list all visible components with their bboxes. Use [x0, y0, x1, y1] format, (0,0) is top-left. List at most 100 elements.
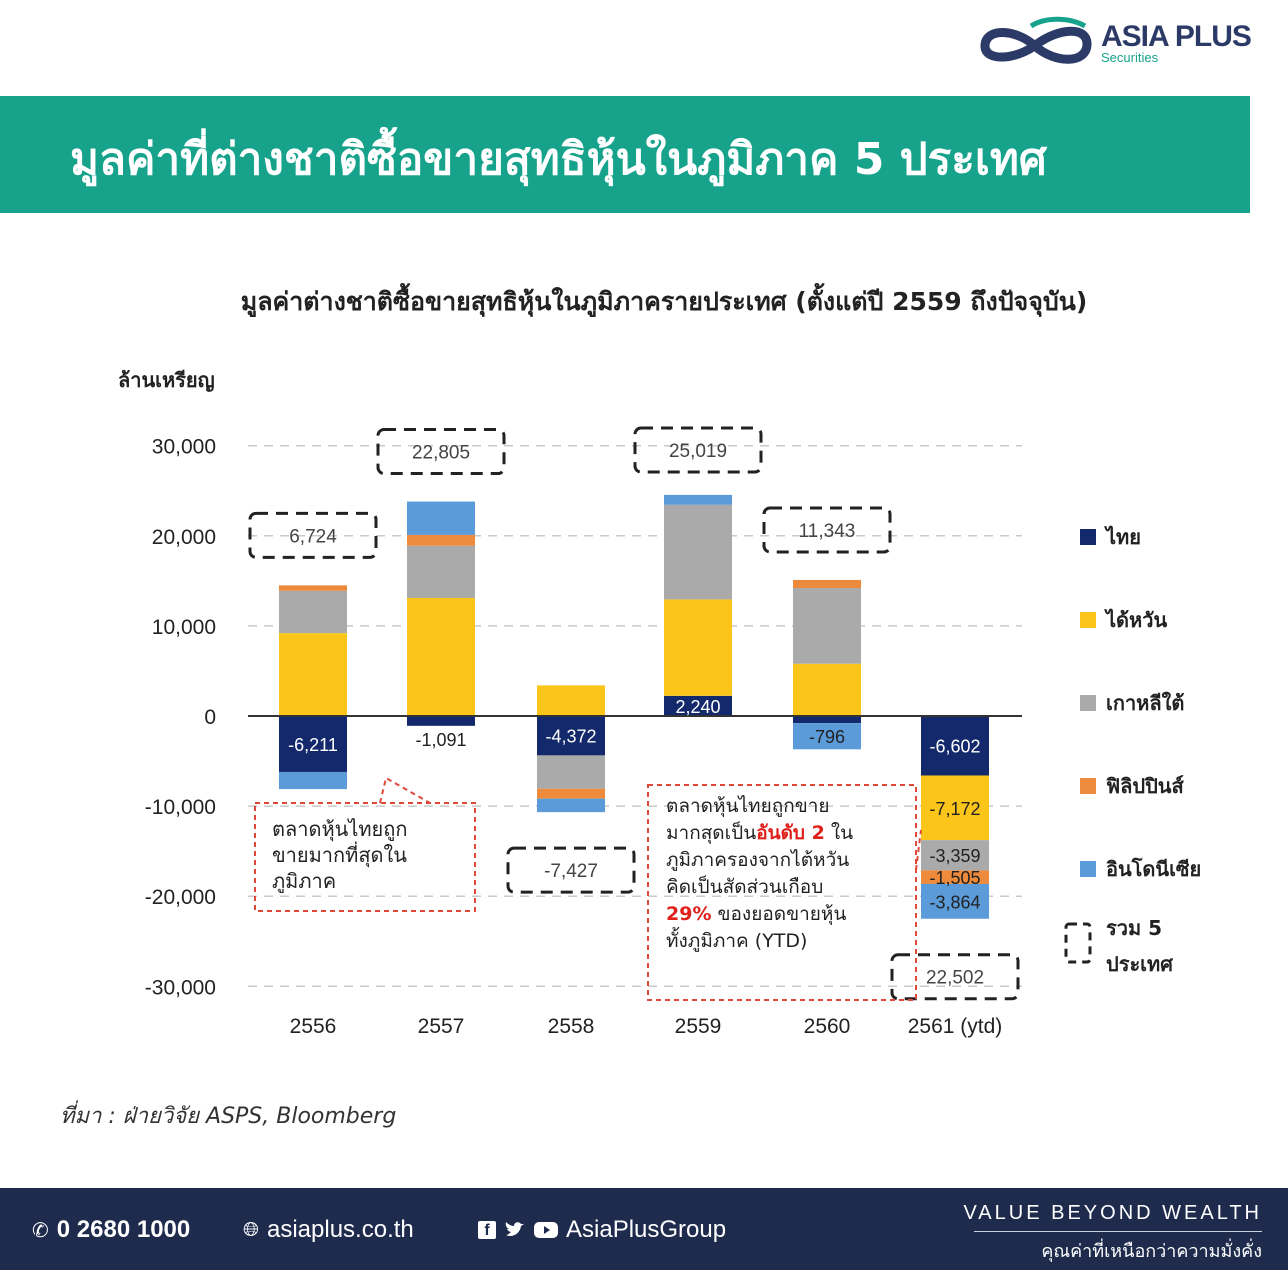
chart-title: มูลค่าต่างชาติซื้อขายสุทธิหุ้นในภูมิภาคร…: [240, 287, 1088, 316]
bar-value-label: -1,505: [929, 868, 980, 888]
y-tick-label: 0: [204, 706, 216, 729]
legend-label-philippines: ฟิลิปปินส์: [1106, 774, 1185, 798]
total-box: [248, 511, 378, 559]
bar-segment-korea: [664, 504, 732, 600]
legend-swatch-indonesia: [1080, 861, 1096, 877]
bar-segment-taiwan: [921, 775, 989, 841]
bar-segment-thai: [537, 716, 605, 756]
y-tick-label: -30,000: [145, 976, 216, 999]
legend-swatch-korea: [1080, 695, 1096, 711]
x-tick-label: 2561 (ytd): [908, 1015, 1003, 1038]
bar-segment-indonesia: [279, 771, 347, 790]
bar-segment-thai: [664, 695, 732, 716]
bar-value-label: -4,372: [545, 727, 596, 747]
phone-number: 0 2680 1000: [56, 1216, 191, 1243]
infinity-logo-icon: [980, 16, 1092, 64]
total-value-label: 11,343: [799, 521, 856, 542]
bar-segment-taiwan: [407, 597, 475, 716]
bar-segment-indonesia: [664, 494, 732, 505]
y-tick-label: 20,000: [152, 526, 216, 549]
legend-swatch-taiwan: [1080, 612, 1096, 628]
bar-value-label: 2,240: [675, 697, 720, 717]
annotation-text: ทั้งภูมิภาค (YTD): [666, 927, 807, 952]
annotation-text: ภูมิภาครองจากไต้หวัน: [666, 849, 849, 871]
facebook-icon: f: [478, 1221, 496, 1239]
annotation-text: มากสุดเป็นอันดับ 2 ใน: [666, 820, 853, 845]
footer-website[interactable]: 🌐︎ asiaplus.co.th: [243, 1216, 414, 1244]
bar-segment-philippines: [407, 534, 475, 546]
bar-segment-taiwan: [279, 633, 347, 716]
bar-segment-korea: [921, 840, 989, 871]
bar-value-label: -6,211: [288, 735, 338, 755]
bar-segment-taiwan: [664, 599, 732, 696]
total-box: [890, 953, 1020, 1001]
bar-segment-korea: [279, 590, 347, 634]
annotation-text: ขายมากที่สุดใน: [272, 841, 407, 868]
footer-social[interactable]: f AsiaPlusGroup: [478, 1216, 726, 1244]
bar-segment-indonesia: [537, 798, 605, 813]
bar-segment-philippines: [279, 585, 347, 591]
x-tick-label: 2556: [290, 1015, 337, 1038]
slogan-divider: [974, 1231, 1262, 1232]
bar-segment-thai: [793, 716, 861, 724]
y-tick-label: -20,000: [145, 886, 216, 909]
total-box: [506, 846, 636, 894]
bar-value-label: -7,172: [929, 799, 980, 819]
bar-value-label: -3,864: [929, 892, 980, 912]
legend-swatch-philippines: [1080, 778, 1096, 794]
y-tick-label: -10,000: [145, 796, 216, 819]
bar-segment-indonesia: [921, 883, 989, 919]
total-value-label: 6,724: [289, 526, 337, 547]
bar-value-label: -3,359: [929, 846, 980, 866]
bar-segment-philippines: [921, 870, 989, 884]
bar-segment-korea: [793, 588, 861, 664]
total-value-label: 22,805: [412, 443, 470, 464]
total-box: [633, 426, 763, 474]
x-tick-label: 2557: [418, 1015, 465, 1038]
annotation-box: [254, 802, 476, 912]
youtube-icon: [534, 1222, 558, 1238]
annotation-pointer: [915, 829, 922, 871]
x-tick-label: 2558: [548, 1015, 595, 1038]
bar-value-label: -796: [809, 727, 845, 747]
bar-segment-thai: [279, 716, 347, 772]
total-box: [762, 506, 892, 554]
bar-segment-indonesia: [793, 723, 861, 750]
legend-swatch-thai: [1080, 529, 1096, 545]
bar-segment-taiwan: [537, 685, 605, 716]
legend-total-swatch: [1064, 922, 1092, 964]
total-box: [376, 428, 506, 476]
source-note: ที่มา : ฝ่ายวิจัย ASPS, Bloomberg: [60, 1104, 397, 1129]
legend-label-taiwan: ได้หวัน: [1104, 608, 1167, 632]
annotation-text: คิดเป็นสัดส่วนเกือบ: [666, 874, 823, 898]
y-axis-label: ล้านเหรียญ: [118, 368, 215, 392]
annotation-text: ภูมิภาค: [272, 869, 336, 894]
brand-sub: Securities: [1101, 50, 1159, 65]
website-text: asiaplus.co.th: [267, 1216, 414, 1243]
x-tick-label: 2559: [675, 1015, 722, 1038]
bar-segment-thai: [921, 716, 989, 776]
y-tick-label: 30,000: [152, 436, 216, 459]
brand-name: ASIA PLUS: [1101, 20, 1252, 53]
bar-segment-philippines: [793, 579, 861, 589]
slogan-english: VALUE BEYOND WEALTH: [963, 1202, 1262, 1224]
banner-title: มูลค่าที่ต่างชาติซื้อขายสุทธิหุ้นในภูมิภ…: [70, 134, 1047, 185]
legend-label-korea: เกาหลีใต้: [1106, 691, 1184, 715]
legend-label-indonesia: อินโดนีเซีย: [1106, 857, 1201, 881]
stacked-bar-chart: 30,000 20,000 10,000 0 -10,000 -20,000 -30,000…: [145, 426, 1201, 1038]
footer-bar: ✆ 0 2680 1000 🌐︎ asiaplus.co.th f AsiaPl…: [0, 1188, 1288, 1270]
annotation-box: [647, 784, 917, 1001]
total-value-label: 22,502: [926, 968, 984, 989]
phone-icon: ✆: [32, 1219, 49, 1242]
bar-segment-taiwan: [793, 663, 861, 716]
bar-segment-thai: [407, 716, 475, 726]
bar-segment-philippines: [537, 788, 605, 799]
twitter-icon: [505, 1222, 524, 1236]
title-banner: มูลค่าที่ต่างชาติซื้อขายสุทธิหุ้นในภูมิภ…: [0, 96, 1250, 213]
bar-segment-korea: [537, 755, 605, 789]
footer-phone[interactable]: ✆ 0 2680 1000: [32, 1216, 190, 1244]
globe-icon: 🌐︎: [243, 1218, 259, 1241]
bar-value-label: -1,091: [415, 730, 466, 750]
bar-segment-indonesia: [407, 501, 475, 535]
asia-plus-logo: ASIA PLUS Securities: [975, 14, 1275, 74]
